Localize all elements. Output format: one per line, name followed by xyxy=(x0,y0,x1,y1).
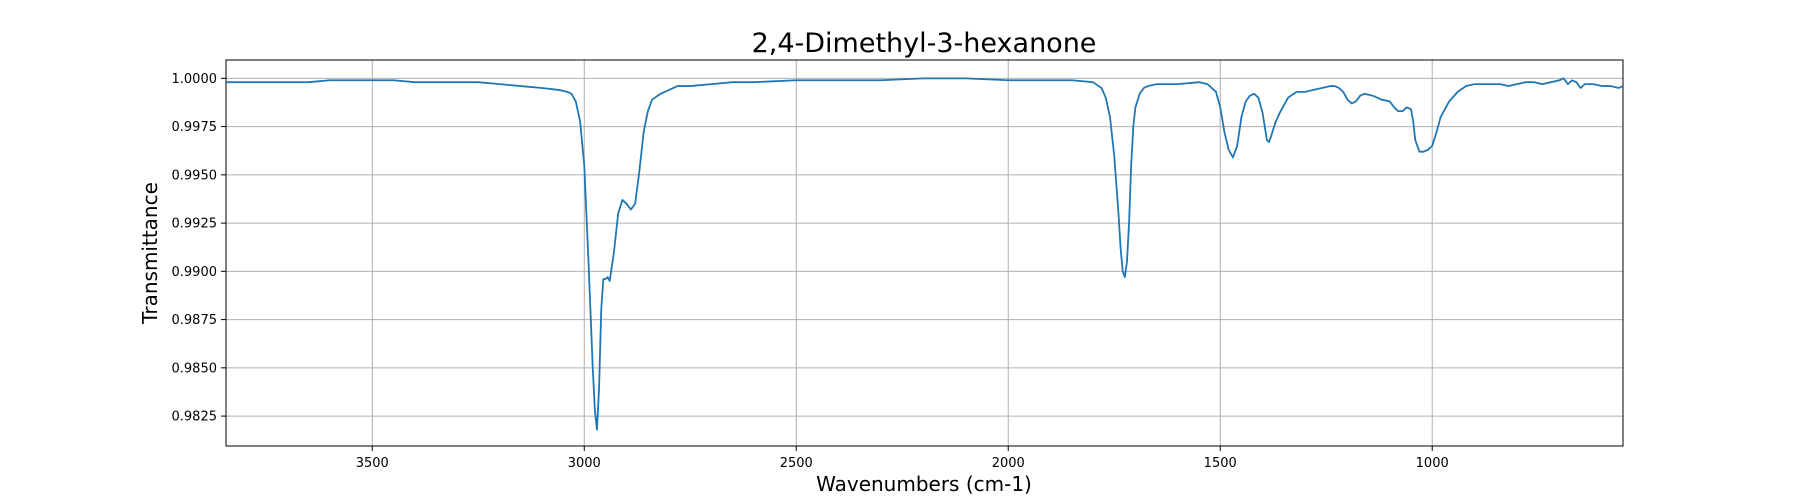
y-tick-label-0.9875: 0.9875 xyxy=(172,313,218,328)
x-tick-label-1500: 1500 xyxy=(1204,456,1237,471)
x-axis-ticks: 3500 3000 2500 2000 1500 1000 xyxy=(356,446,1449,471)
series-layer xyxy=(226,77,1623,431)
x-tick-label-3500: 3500 xyxy=(356,456,389,471)
chart-title: 2,4-Dimethyl-3-hexanone xyxy=(752,28,1097,59)
y-axis-label: Transmittance xyxy=(138,182,162,325)
transmittance-series-line xyxy=(226,77,1623,431)
y-tick-label-0.9825: 0.9825 xyxy=(172,410,218,425)
y-tick-label-0.9900: 0.9900 xyxy=(172,265,218,280)
y-tick-label-0.9850: 0.9850 xyxy=(172,361,218,376)
y-tick-label-0.9975: 0.9975 xyxy=(172,120,218,135)
y-axis-ticks: 0.9825 0.9850 0.9875 0.9900 0.9925 0.9950 0.99… xyxy=(172,72,226,425)
x-axis-label: Wavenumbers (cm-1) xyxy=(816,472,1032,496)
x-tick-label-1000: 1000 xyxy=(1416,456,1449,471)
x-tick-label-2000: 2000 xyxy=(992,456,1025,471)
y-tick-label-0.9925: 0.9925 xyxy=(172,217,218,232)
plot-area-frame xyxy=(225,59,1624,447)
y-tick-label-0.9950: 0.9950 xyxy=(172,168,218,183)
x-tick-label-2500: 2500 xyxy=(780,456,813,471)
y-tick-label-1.0000: 1.0000 xyxy=(172,72,218,87)
x-tick-label-3000: 3000 xyxy=(568,456,601,471)
